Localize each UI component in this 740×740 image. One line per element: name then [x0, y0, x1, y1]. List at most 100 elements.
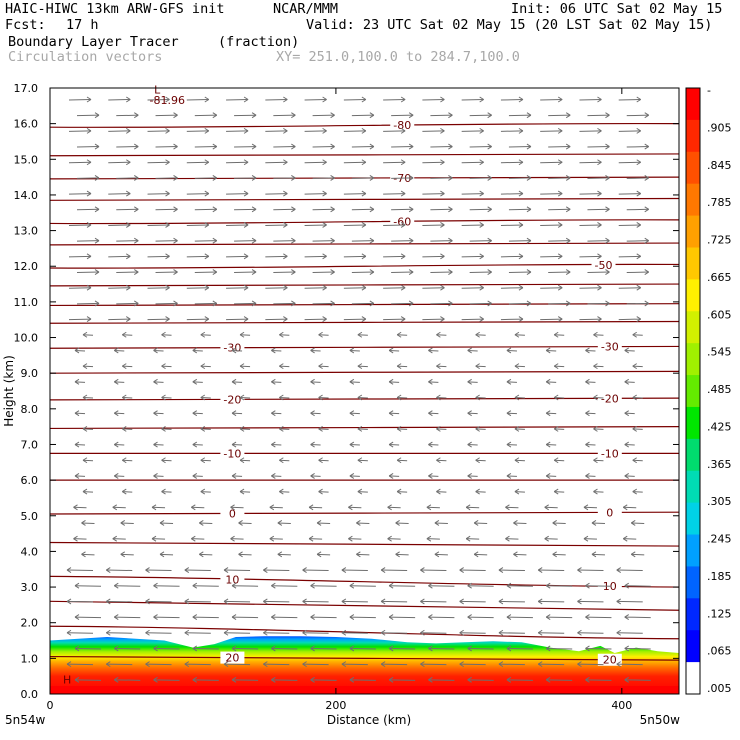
circulation-vector: [356, 551, 370, 558]
isotherm-label-bg: [390, 119, 415, 132]
circulation-vector: [66, 661, 94, 668]
circulation-vector: [505, 504, 519, 511]
circulation-vector: [422, 190, 445, 197]
vector-shaft: [349, 475, 360, 477]
vector-head: [114, 645, 119, 652]
circulation-vector: [112, 535, 126, 542]
vector-head: [591, 520, 597, 526]
vector-head: [624, 347, 629, 354]
vector-shaft: [82, 334, 94, 336]
vector-shaft: [579, 193, 602, 195]
vector-head: [145, 567, 150, 573]
vector-head: [545, 676, 551, 683]
colorbar-label: .425: [707, 420, 732, 433]
circulation-vector: [500, 127, 524, 134]
vector-head: [349, 472, 355, 479]
circulation-vector: [116, 300, 139, 307]
vector-head: [318, 331, 323, 338]
vector-head: [106, 629, 111, 636]
circulation-vector: [349, 472, 360, 479]
colorbar-swatch: [686, 375, 700, 408]
vector-shaft: [271, 647, 298, 650]
isotherm-label-bg: [220, 573, 245, 586]
vector-head: [192, 378, 198, 385]
vector-head: [277, 520, 283, 526]
vector-shaft: [430, 177, 453, 179]
vector-head: [238, 551, 243, 558]
circulation-vector: [145, 661, 172, 668]
vector-head: [434, 551, 440, 558]
vector-head: [498, 598, 504, 605]
vector-head: [159, 551, 165, 558]
vector-shaft: [467, 679, 494, 681]
vector-head: [310, 472, 315, 479]
circulation-vector: [632, 394, 643, 401]
vector-head: [310, 676, 315, 683]
y-tick-label: 14.0: [14, 189, 39, 202]
vector-head: [199, 551, 204, 558]
vector-shaft: [265, 255, 288, 258]
vector-shaft: [422, 161, 445, 164]
vector-shaft: [68, 161, 92, 164]
vector-head: [428, 378, 433, 385]
circulation-vector: [192, 614, 219, 621]
plot-area: [50, 88, 679, 694]
vector-shaft: [514, 491, 525, 493]
vector-shaft: [279, 334, 290, 336]
vector-head: [74, 378, 80, 385]
vector-head: [544, 504, 549, 511]
circulation-vector: [579, 284, 602, 291]
vector-head: [204, 222, 210, 228]
vector-head: [165, 96, 170, 103]
circulation-vector: [304, 284, 327, 291]
circulation-vector: [545, 645, 573, 652]
vector-head: [434, 520, 440, 526]
circulation-vector: [430, 237, 453, 244]
circulation-vector: [68, 316, 92, 323]
circulation-vector: [155, 174, 178, 181]
vector-head: [361, 222, 367, 228]
circulation-vector: [155, 300, 178, 307]
vector-shaft: [74, 444, 86, 446]
circulation-vector: [308, 504, 323, 511]
vector-shaft: [461, 130, 484, 132]
vector-shaft: [548, 177, 571, 179]
vector-shaft: [304, 224, 327, 226]
vector-shaft: [500, 318, 523, 321]
vector-head: [624, 441, 629, 448]
vector-shaft: [467, 349, 478, 352]
vector-shaft: [312, 271, 335, 274]
vector-shaft: [383, 193, 406, 195]
vector-shaft: [304, 287, 327, 289]
circulation-vector: [238, 551, 252, 558]
circulation-vector: [277, 520, 291, 526]
circulation-vector: [624, 410, 635, 417]
vector-head: [238, 520, 243, 526]
vector-head: [322, 190, 327, 197]
x-tick-label: 200: [325, 699, 346, 712]
vector-head: [408, 269, 414, 275]
vector-shaft: [434, 522, 448, 524]
vector-shaft: [461, 193, 484, 195]
vector-shaft: [428, 679, 455, 681]
circulation-vector: [624, 676, 651, 683]
vector-shaft: [430, 114, 453, 117]
vector-head: [251, 300, 257, 307]
circulation-vector: [349, 441, 360, 448]
vector-head: [428, 472, 433, 479]
vector-shaft: [631, 522, 645, 524]
circulation-vector: [351, 300, 375, 307]
circulation-vector: [82, 457, 94, 464]
isotherm-line: [50, 283, 679, 287]
circulation-vector: [357, 457, 368, 464]
vector-head: [644, 174, 649, 181]
vector-head: [440, 190, 445, 197]
circulation-vector: [76, 206, 100, 213]
vector-shaft: [147, 255, 170, 258]
circulation-vector: [161, 363, 172, 370]
y-axis: 0.01.02.03.04.05.06.07.08.09.010.011.012…: [14, 82, 679, 701]
vector-shaft: [147, 130, 170, 132]
y-tick-label: 12.0: [14, 260, 39, 273]
circulation-vector: [461, 96, 484, 103]
vector-shaft: [381, 600, 408, 603]
